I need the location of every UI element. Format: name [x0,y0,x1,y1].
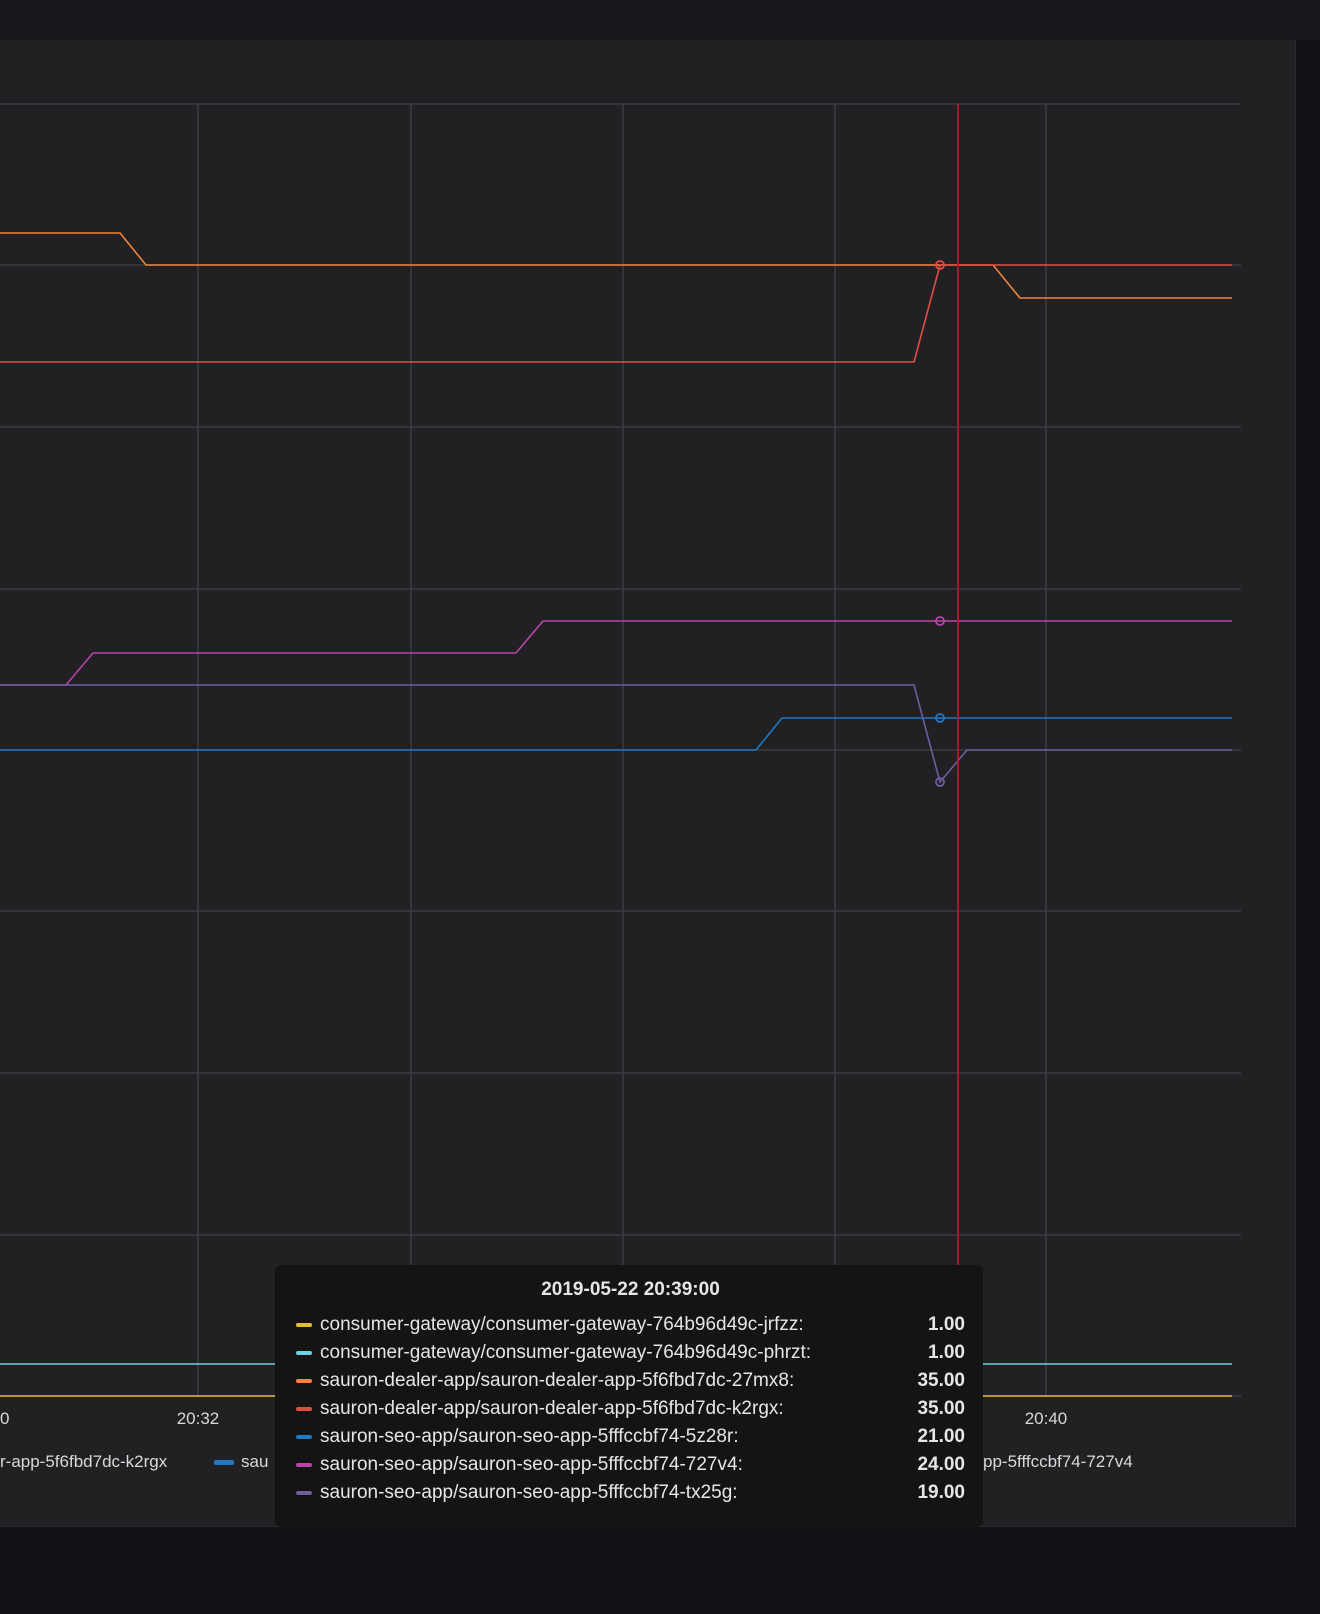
hover-marker [935,713,945,723]
tooltip-title: 2019-05-22 20:39:00 [541,1279,720,1300]
tooltip-row: consumer-gateway/consumer-gateway-764b96… [296,1339,965,1367]
tooltip-rows: consumer-gateway/consumer-gateway-764b96… [296,1311,965,1507]
tooltip-swatch [296,1435,312,1439]
legend-item-label-k2rgx[interactable]: r-app-5f6fbd7dc-k2rgx [0,1452,168,1471]
series-line-tx25g [0,684,1232,784]
tooltip-series-name: sauron-seo-app/sauron-seo-app-5fffccbf74… [320,1482,738,1503]
x-tick-label-partial: 0 [0,1409,9,1428]
tooltip-series-name: consumer-gateway/consumer-gateway-764b96… [320,1342,812,1363]
tooltip-series-value: 1.00 [928,1342,965,1363]
tooltip-series-name: sauron-seo-app/sauron-seo-app-5fffccbf74… [320,1454,743,1475]
tooltip-series-name: sauron-dealer-app/sauron-dealer-app-5f6f… [320,1370,795,1391]
tooltip-row: sauron-dealer-app/sauron-dealer-app-5f6f… [296,1395,965,1423]
tooltip-series-value: 21.00 [917,1426,965,1447]
legend-item-label-727v4[interactable]: pp-5fffccbf74-727v4 [983,1452,1133,1471]
tooltip-series-value: 35.00 [917,1370,965,1391]
x-axis-ticks: 0 20:32 20:40 [0,1409,1067,1428]
tooltip-series-name: sauron-dealer-app/sauron-dealer-app-5f6f… [320,1398,784,1419]
series-line-k2rgx [0,264,1232,363]
tooltip-row: sauron-dealer-app/sauron-dealer-app-5f6f… [296,1367,965,1395]
tooltip-row: sauron-seo-app/sauron-seo-app-5fffccbf74… [296,1451,965,1479]
series-line-5z28r [0,717,1232,751]
tooltip-series-value: 24.00 [917,1454,965,1475]
x-tick-label-2032: 20:32 [177,1409,220,1428]
tooltip-series-name: consumer-gateway/consumer-gateway-764b96… [320,1314,804,1335]
legend-item-label-5z28r[interactable]: sau [241,1452,268,1471]
tooltip-swatch [296,1351,312,1355]
series-lines [0,232,1232,1397]
tooltip-row: sauron-seo-app/sauron-seo-app-5fffccbf74… [296,1423,965,1451]
tooltip-swatch [296,1407,312,1411]
hover-marker [935,260,945,270]
tooltip-series-value: 35.00 [917,1398,965,1419]
tooltip-swatch [296,1463,312,1467]
legend-swatch-5z28r [214,1460,234,1465]
hover-marker [935,777,945,787]
hover-marker [935,616,945,626]
tooltip-swatch [296,1323,312,1327]
tooltip-series-value: 1.00 [928,1314,965,1335]
hover-tooltip: 2019-05-22 20:39:00 consumer-gateway/con… [275,1265,983,1527]
tooltip-row: sauron-seo-app/sauron-seo-app-5fffccbf74… [296,1479,965,1507]
top-bar [0,0,1320,40]
hover-markers [935,260,945,787]
legend: r-app-5f6fbd7dc-k2rgx sau pp-5fffccbf74-… [0,1452,1133,1471]
tooltip-swatch [296,1379,312,1383]
tooltip-series-name: sauron-seo-app/sauron-seo-app-5fffccbf74… [320,1426,739,1447]
tooltip-row: consumer-gateway/consumer-gateway-764b96… [296,1311,965,1339]
tooltip-swatch [296,1491,312,1495]
series-line-727v4 [0,620,1232,686]
tooltip-series-value: 19.00 [917,1482,965,1503]
x-tick-label-2040: 20:40 [1025,1409,1068,1428]
